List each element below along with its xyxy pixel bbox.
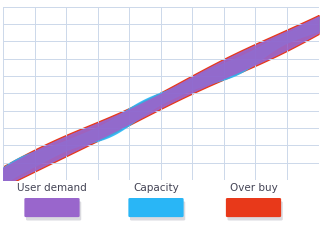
Text: Over buy: Over buy [230, 183, 277, 193]
Text: User demand: User demand [17, 183, 87, 193]
Text: Capacity: Capacity [133, 183, 179, 193]
